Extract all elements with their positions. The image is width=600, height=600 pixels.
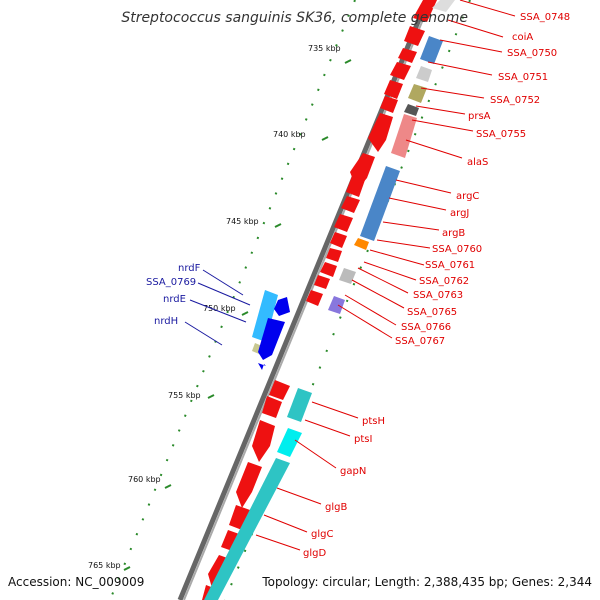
gene-label[interactable]: SSA_0760 (432, 244, 482, 255)
gene-label[interactable]: coiA (512, 32, 533, 43)
gene-label[interactable]: SSA_0748 (520, 12, 570, 23)
gene-label[interactable]: nrdH (154, 316, 178, 327)
gene-label[interactable]: glgB (325, 502, 347, 513)
ruler-ticks (123, 59, 352, 571)
gene-label[interactable]: SSA_0763 (413, 290, 463, 301)
gene-arrow[interactable] (384, 80, 403, 99)
gene-label[interactable]: SSA_0767 (395, 336, 445, 347)
feature-boxes (204, 0, 455, 600)
gene-label[interactable]: SSA_0761 (425, 260, 475, 271)
accession-text: Accession: NC_009009 (8, 575, 145, 589)
map-title: Streptococcus sanguinis SK36, complete g… (121, 10, 468, 26)
right-leaders (255, 0, 516, 551)
gene-label[interactable]: prsA (468, 111, 491, 122)
gene-label[interactable]: SSA_0755 (476, 129, 526, 140)
gene-label[interactable]: glgC (311, 529, 333, 540)
gene-label[interactable]: SSA_0750 (507, 48, 557, 59)
ruler-label-765: 765 kbp (88, 561, 121, 570)
gene-arrow[interactable] (346, 176, 365, 197)
genome-summary: Topology: circular; Length: 2,388,435 bp… (262, 575, 592, 589)
gene-arrow[interactable] (229, 505, 250, 530)
gene-arrow[interactable] (252, 420, 275, 462)
gene-arrow[interactable] (262, 396, 282, 418)
gene-arrow[interactable] (404, 26, 425, 46)
gene-arrow[interactable] (390, 62, 411, 80)
gene-arrow[interactable] (274, 297, 290, 316)
gene-label[interactable]: SSA_0765 (407, 307, 457, 318)
gene-arrow[interactable] (398, 48, 417, 63)
ruler-label-750: 750 kbp (203, 304, 236, 313)
gene-label[interactable]: alaS (467, 157, 488, 168)
gene-arrow[interactable] (334, 214, 353, 232)
gene-arrow[interactable] (330, 232, 347, 248)
ruler-label-755: 755 kbp (168, 391, 201, 400)
forward-genes (202, 0, 437, 600)
ruler-label-745: 745 kbp (226, 217, 259, 226)
gene-arrow[interactable] (380, 96, 398, 113)
gene-label[interactable]: argB (442, 228, 465, 239)
ruler-label-735: 735 kbp (308, 44, 341, 53)
gene-label[interactable]: ptsI (354, 434, 372, 445)
gene-label[interactable]: argC (456, 191, 479, 202)
gene-label[interactable]: SSA_0769 (146, 277, 196, 288)
left-leaders (184, 269, 251, 346)
gene-arrow[interactable] (314, 275, 330, 289)
gene-arrow[interactable] (306, 290, 323, 306)
gene-arrow[interactable] (326, 248, 342, 262)
reverse-genes (258, 297, 290, 370)
gene-arrow[interactable] (269, 380, 290, 400)
gene-arrow[interactable] (413, 0, 437, 22)
gene-label[interactable]: SSA_0762 (419, 276, 469, 287)
gene-arrow[interactable] (320, 262, 337, 277)
gene-arrow[interactable] (258, 318, 285, 360)
gene-arrow[interactable] (341, 196, 360, 213)
gene-label[interactable]: nrdF (178, 263, 201, 274)
ruler-label-760: 760 kbp (128, 475, 161, 484)
gene-arrow[interactable] (258, 363, 266, 370)
gene-label[interactable]: ptsH (362, 416, 385, 427)
gene-label[interactable]: gapN (340, 466, 366, 477)
gene-label[interactable]: nrdE (163, 294, 186, 305)
gene-arrow[interactable] (236, 462, 262, 508)
gene-label[interactable]: glgD (303, 548, 326, 559)
gene-label[interactable]: argJ (450, 208, 469, 219)
gene-arrow[interactable] (368, 113, 393, 152)
gene-label[interactable]: SSA_0751 (498, 72, 548, 83)
gene-label[interactable]: SSA_0752 (490, 95, 540, 106)
gene-label[interactable]: SSA_0766 (401, 322, 451, 333)
ruler-label-740: 740 kbp (273, 130, 306, 139)
